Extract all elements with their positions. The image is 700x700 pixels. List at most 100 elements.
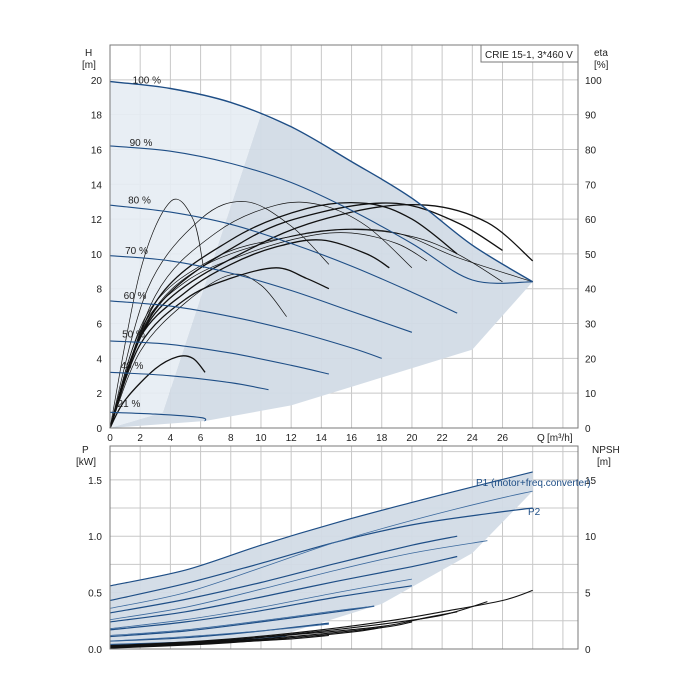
x-tick-label: 2 [137, 433, 143, 444]
speed-label: 21 % [118, 399, 141, 410]
speed-label: 70 % [125, 246, 148, 257]
speed-label: 60 % [124, 291, 147, 302]
efficiency-curve [109, 201, 330, 429]
speed-curve [109, 80, 534, 283]
speed-curve [109, 300, 382, 359]
p2-curve [109, 605, 375, 636]
x-tick-label: 14 [316, 433, 328, 444]
p2-curve [109, 540, 488, 621]
speed-curve [109, 255, 413, 333]
y-tick-label: 2 [96, 389, 102, 400]
p1-series-label: P1 (motor+freq.converter) [476, 478, 591, 489]
x-tick-label: 20 [406, 433, 418, 444]
y2-tick-label: 80 [585, 145, 597, 156]
x-axis-label: Q [537, 433, 545, 444]
power-axis-label: P [82, 445, 89, 456]
speed-labels: 100 % 90 % 80 % 70 % 60 % 50 % 40 % 21 % [118, 75, 162, 410]
power-region [110, 471, 533, 647]
p1-curve [109, 622, 329, 642]
y-tick-label: 20 [91, 76, 103, 87]
y2-tick-label: 40 [585, 285, 597, 296]
y2-tick-label: 70 [585, 180, 597, 191]
x-tick-label: 4 [168, 433, 174, 444]
y-tick-label: 16 [91, 145, 103, 156]
p2-series-label: P2 [528, 507, 541, 518]
efficiency-curve [109, 273, 287, 429]
speed-label: 50 % [122, 329, 145, 340]
y-tick-label: 4 [96, 354, 102, 365]
x-tick-label: 8 [228, 433, 234, 444]
p2-curve [109, 490, 533, 609]
p1-curve [109, 555, 458, 623]
p2-curve [109, 578, 412, 630]
operating-region-shading [110, 114, 533, 429]
x-tick-label: 0 [107, 433, 113, 444]
power-chart-ticks: 0.0 0.5 1.0 1.5 0 5 10 15 [88, 476, 596, 656]
y2-tick-label: 60 [585, 215, 597, 226]
efficiency-curve [109, 202, 503, 429]
npsh-curve [109, 589, 533, 647]
head-chart: 0 2 4 6 8 10 12 14 16 18 20 22 24 2602468101214161820… [82, 44, 609, 444]
power-tick-label: 0.5 [88, 589, 102, 600]
y2-tick-label: 100 [585, 76, 602, 87]
x-tick-label: 6 [198, 433, 204, 444]
speed-label: 100 % [133, 75, 161, 86]
efficiency-curve [109, 203, 534, 429]
y-tick-label: 6 [96, 320, 102, 331]
power-axis-unit: [kW] [76, 457, 96, 468]
efficiency-curve [109, 232, 428, 429]
speed-curve [109, 411, 207, 422]
y-axis-label: H [85, 48, 92, 59]
x-tick-label: 22 [437, 433, 449, 444]
y-tick-label: 10 [91, 250, 103, 261]
p1-curve [109, 585, 412, 631]
efficiency-curve [109, 198, 204, 429]
y2-tick-label: 20 [585, 354, 597, 365]
y-tick-label: 8 [96, 285, 102, 296]
power-chart: 0.0 0.5 1.0 1.5 0 5 10 15 P [kW] NPSH [m] P1 (m… [76, 445, 620, 656]
y-tick-label: 0 [96, 424, 102, 435]
speed-curve [109, 340, 330, 375]
y-tick-label: 12 [91, 215, 103, 226]
p1-curve [109, 471, 533, 587]
speed-curve [109, 145, 533, 284]
efficiency-curve [109, 228, 533, 429]
y-axis-unit: [m] [82, 60, 96, 71]
power-tick-label: 0.0 [88, 645, 102, 656]
efficiency-curve [109, 267, 330, 429]
y2-tick-label: 90 [585, 111, 597, 122]
y2-tick-label: 0 [585, 424, 591, 435]
y2-tick-label: 50 [585, 250, 597, 261]
efficiency-curves [109, 198, 534, 429]
y2-tick-label: 10 [585, 389, 597, 400]
operating-region [110, 81, 533, 429]
p1-curve [109, 535, 458, 614]
power-region-shading [110, 471, 533, 647]
speed-curve [109, 371, 269, 391]
x-tick-label: 18 [376, 433, 388, 444]
power-tick-label: 1.0 [88, 532, 102, 543]
efficiency-curve [109, 202, 458, 429]
head-chart-frame [109, 44, 579, 429]
efficiency-curve [109, 239, 390, 429]
npsh-axis-label: NPSH [592, 445, 620, 456]
npsh-axis-unit: [m] [597, 457, 611, 468]
y2-axis-unit: [%] [594, 60, 609, 71]
p2-curve [109, 623, 329, 642]
npsh-curve [109, 638, 287, 649]
speed-curves [109, 80, 534, 422]
npsh-tick-label: 10 [585, 532, 597, 543]
p2-curves [109, 490, 533, 645]
npsh-tick-label: 5 [585, 589, 591, 600]
y2-tick-label: 30 [585, 320, 597, 331]
head-chart-ticks: 0 2 4 6 8 10 12 14 16 18 20 22 24 2602468101214161820… [91, 76, 602, 444]
npsh-tick-label: 0 [585, 645, 591, 656]
x-tick-label: 16 [346, 433, 358, 444]
y-tick-label: 18 [91, 111, 103, 122]
chart-title: CRIE 15-1, 3*460 V [485, 50, 573, 61]
y-tick-label: 14 [91, 180, 103, 191]
p1-curve [109, 605, 375, 638]
x-axis-unit: [m³/h] [547, 433, 573, 444]
x-tick-label: 10 [255, 433, 267, 444]
